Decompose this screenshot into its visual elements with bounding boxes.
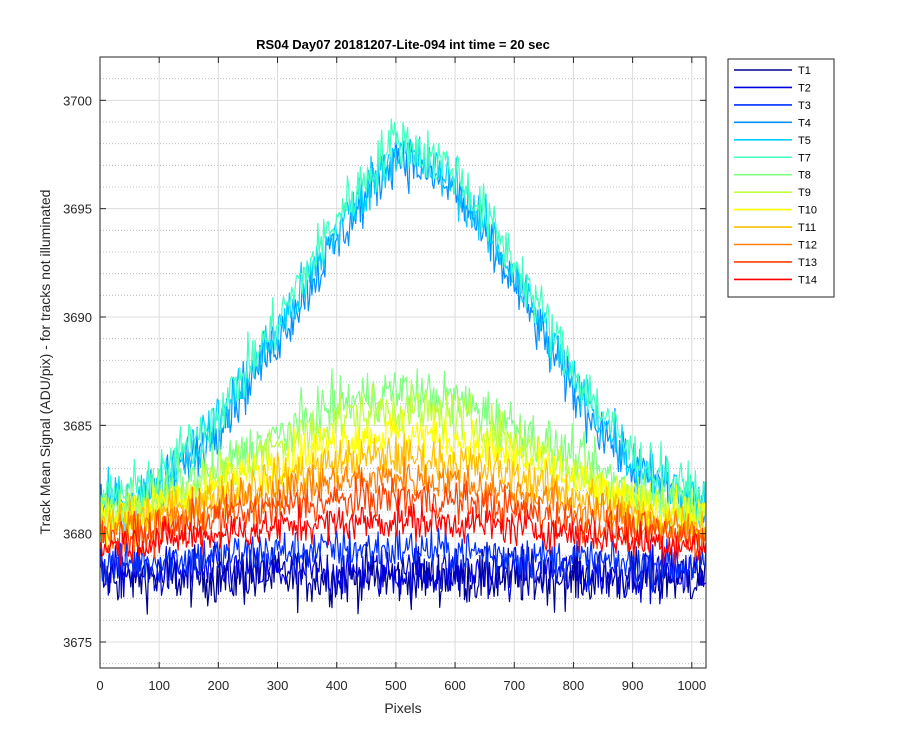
y-axis-label: Track Mean Signal (ADU/pix) - for tracks… <box>37 190 53 535</box>
legend-item: T1 <box>734 65 811 77</box>
legend-item: T3 <box>734 100 811 112</box>
legend-label: T7 <box>798 152 811 164</box>
legend-label: T8 <box>798 170 811 182</box>
legend-label: T13 <box>798 257 817 269</box>
legend-label: T9 <box>798 187 811 199</box>
chart-title: RS04 Day07 20181207-Lite-094 int time = … <box>256 37 550 52</box>
x-tick-label: 800 <box>563 678 585 693</box>
legend-label: T5 <box>798 135 811 147</box>
legend-item: T8 <box>734 170 811 182</box>
legend-item: T2 <box>734 82 811 94</box>
x-tick-label: 200 <box>208 678 230 693</box>
legend-item: T11 <box>734 222 816 234</box>
legend-item: T5 <box>734 135 811 147</box>
axis-ticks: 0 100 200 300 400 500 600 700 800 900 1000 3675 3680… <box>63 57 706 693</box>
series-line-t7 <box>100 118 706 534</box>
legend-item: T13 <box>734 257 817 269</box>
series-line-t11 <box>100 432 706 550</box>
x-tick-label: 400 <box>326 678 348 693</box>
x-tick-label: 0 <box>96 678 103 693</box>
series-line-t3 <box>100 522 706 593</box>
legend-label: T3 <box>798 100 811 112</box>
legend-label: T11 <box>798 222 816 234</box>
legend-label: T14 <box>798 274 817 286</box>
legend-item: T4 <box>734 117 811 129</box>
y-tick-label: 3695 <box>63 202 92 217</box>
x-tick-label: 900 <box>622 678 644 693</box>
x-axis-label: Pixels <box>384 700 421 716</box>
legend-item: T14 <box>734 274 817 286</box>
plot-axes: 0 100 200 300 400 500 600 700 800 900 1000 3675 3680… <box>63 56 707 693</box>
series-line-t14 <box>100 498 706 568</box>
x-tick-label: 500 <box>385 678 407 693</box>
y-tick-label: 3700 <box>63 93 92 108</box>
x-tick-label: 600 <box>444 678 466 693</box>
x-tick-label: 300 <box>267 678 289 693</box>
plot-frame <box>99 56 707 669</box>
y-tick-label: 3675 <box>63 635 92 650</box>
legend-label: T1 <box>798 65 811 77</box>
legend-item: T12 <box>734 240 817 252</box>
y-tick-label: 3685 <box>63 418 92 433</box>
legend-label: T12 <box>798 240 817 252</box>
y-tick-label: 3680 <box>63 527 92 542</box>
legend-item: T9 <box>734 187 811 199</box>
y-tick-label: 3690 <box>63 310 92 325</box>
legend-item: T7 <box>734 152 811 164</box>
legend-label: T2 <box>798 82 811 94</box>
x-tick-label: 700 <box>503 678 525 693</box>
legend-box <box>727 58 835 298</box>
legend-item: T10 <box>734 205 817 217</box>
legend-label: T4 <box>798 117 811 129</box>
x-tick-label: 1000 <box>677 678 706 693</box>
data-lines <box>100 118 706 615</box>
legend: T1 T2 T3 T4 T5 T7 T8 T9 T10 T11 T12 T13 T14 <box>727 58 835 298</box>
x-tick-label: 100 <box>148 678 170 693</box>
legend-label: T10 <box>798 205 817 217</box>
